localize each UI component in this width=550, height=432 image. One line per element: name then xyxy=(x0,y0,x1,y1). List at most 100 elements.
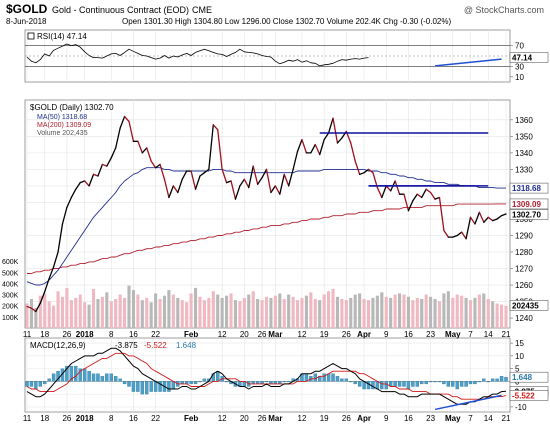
volume-bar xyxy=(295,300,300,328)
volume-bar xyxy=(291,296,295,328)
x-axis-label: 26 xyxy=(62,414,71,423)
histogram-bar xyxy=(322,373,326,382)
volume-bar xyxy=(398,293,402,328)
histogram-bar xyxy=(100,376,105,382)
volume-bar xyxy=(366,300,371,328)
volume-bar xyxy=(304,295,308,328)
price-segment xyxy=(465,216,472,240)
volume-bar xyxy=(109,301,113,328)
price-tick-label: 1240 xyxy=(515,314,533,323)
histogram-bar xyxy=(486,381,490,383)
histogram-bar xyxy=(415,381,419,387)
price-segment xyxy=(101,163,108,167)
hist-last-tag xyxy=(509,371,549,383)
price-segment xyxy=(252,165,259,185)
volume-bar xyxy=(482,293,486,328)
volume-bar xyxy=(233,300,238,328)
price-segment xyxy=(403,193,410,212)
price-segment xyxy=(61,206,68,225)
histogram-bar xyxy=(349,381,353,383)
price-segment xyxy=(119,115,126,129)
volume-bar xyxy=(424,294,428,328)
price-segment xyxy=(123,115,130,123)
price-segment xyxy=(270,185,277,194)
price-segment xyxy=(150,160,157,169)
histogram-bar xyxy=(402,381,406,387)
price-segment xyxy=(159,163,166,180)
price-segment xyxy=(452,234,458,238)
price-segment xyxy=(425,188,432,194)
price-segment xyxy=(456,231,463,237)
histogram-bar xyxy=(264,381,269,383)
price-segment xyxy=(296,139,303,152)
histogram-bar xyxy=(140,381,145,395)
price-segment xyxy=(429,191,436,200)
histogram-bar xyxy=(499,376,504,382)
volume-bar xyxy=(74,297,78,328)
histogram-bar xyxy=(357,381,362,387)
price-segment xyxy=(412,193,418,202)
histogram-bar xyxy=(304,373,309,382)
symbol-label: $GOLD xyxy=(6,2,48,16)
price-segment xyxy=(492,218,498,222)
histogram-bar xyxy=(446,381,451,387)
price-segment xyxy=(66,196,73,209)
price-segment xyxy=(332,117,339,144)
volume-bar xyxy=(185,302,189,328)
volume-bar xyxy=(504,305,508,328)
price-segment xyxy=(292,150,299,171)
price-segment xyxy=(26,305,33,309)
price-segment xyxy=(376,186,383,199)
date-label: 8-Jun-2018 xyxy=(6,17,47,26)
x-axis-label: 26 xyxy=(258,330,267,339)
volume-bar xyxy=(344,300,348,328)
x-axis-label: 16 xyxy=(404,414,413,423)
price-segment xyxy=(363,168,370,174)
price-segment xyxy=(279,173,285,195)
histogram-bar xyxy=(313,373,317,382)
price-segment xyxy=(110,147,117,159)
price-segment xyxy=(84,180,90,187)
rsi-trend-line xyxy=(434,58,502,67)
volume-bar xyxy=(225,295,229,328)
x-axis-label: Mar xyxy=(268,414,282,423)
price-segment xyxy=(70,188,77,199)
x-axis-label: 19 xyxy=(320,330,329,339)
histogram-bar xyxy=(149,381,153,392)
price-segment xyxy=(172,185,179,194)
x-axis-label: 16 xyxy=(129,414,138,423)
histogram-bar xyxy=(136,381,140,392)
histogram-bar xyxy=(216,371,220,382)
volume-bar xyxy=(455,294,459,328)
volume-bar xyxy=(331,289,335,328)
price-segment xyxy=(79,180,86,184)
volume-bar xyxy=(415,297,419,328)
volume-bar xyxy=(429,296,433,328)
histogram-bar xyxy=(459,381,464,387)
ma50-legend: MA(50) 1318.68 xyxy=(37,114,87,121)
macd-histogram xyxy=(25,365,508,395)
volume-bar xyxy=(269,297,273,328)
macd-line xyxy=(26,347,507,405)
volume-bar xyxy=(375,295,379,328)
price-tick-label: 1330 xyxy=(515,165,533,174)
volume-bar xyxy=(460,295,464,328)
price-segment xyxy=(385,185,392,192)
macd-legend-label: MACD(12,26,9) xyxy=(30,341,86,350)
x-axis-label: 20 xyxy=(240,414,249,423)
ma200-legend: MA(200) 1309.09 xyxy=(37,122,91,129)
volume-bar xyxy=(486,299,490,328)
price-segment xyxy=(288,168,294,187)
histogram-bar xyxy=(380,381,384,390)
histogram-bar xyxy=(464,381,468,387)
x-axis-label: 14 xyxy=(484,414,493,423)
price-segment xyxy=(128,120,135,142)
price-segment xyxy=(372,172,379,189)
histogram-bar xyxy=(167,381,171,392)
price-segment xyxy=(367,168,374,174)
price-segment xyxy=(256,177,263,185)
volume-bar xyxy=(189,293,193,328)
price-segment xyxy=(35,302,41,313)
histogram-bar xyxy=(69,365,74,382)
macd-legend-macd: -3.875 xyxy=(115,341,138,350)
